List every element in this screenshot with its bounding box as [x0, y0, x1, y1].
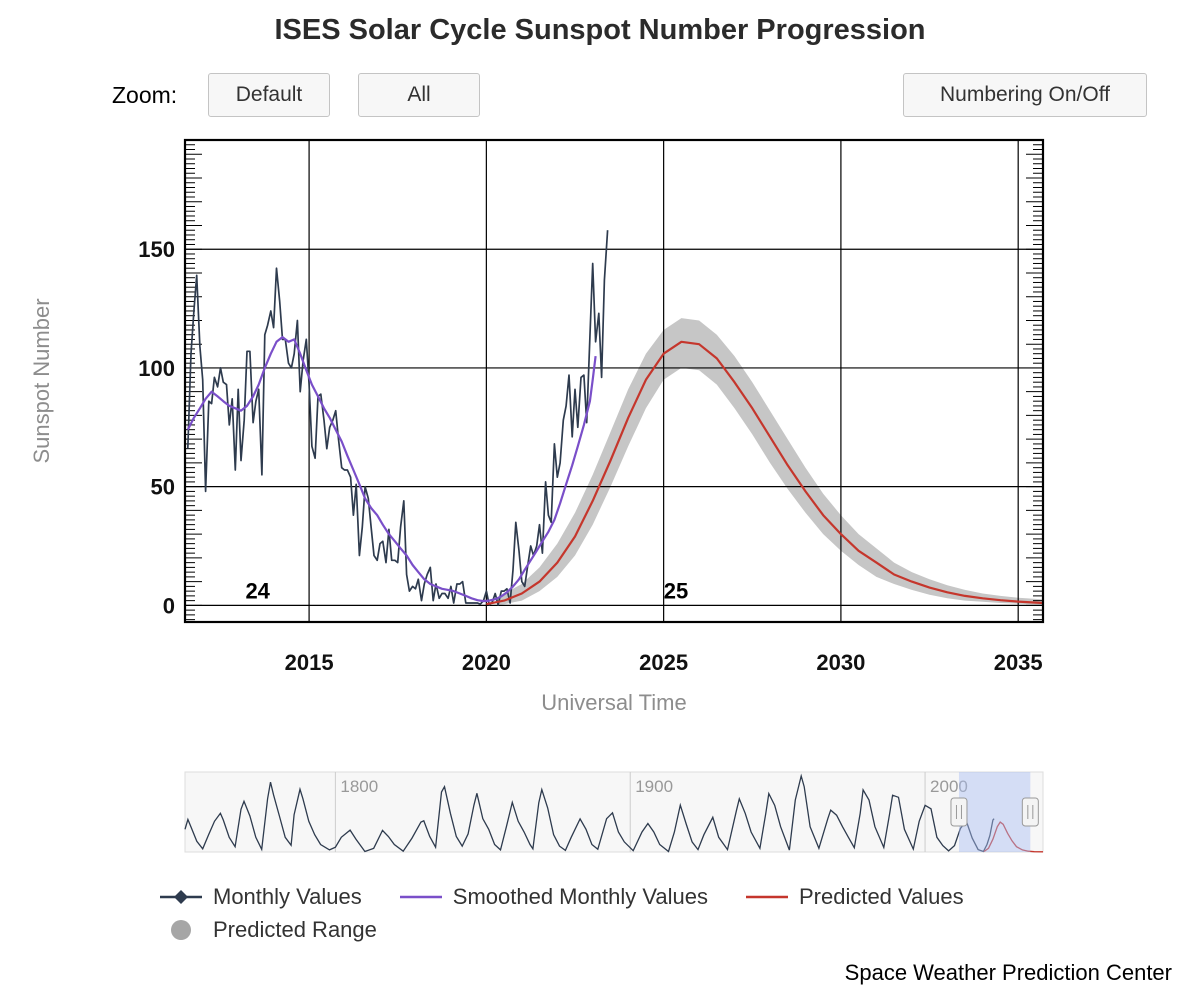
zoom-default-button[interactable]: Default [208, 73, 330, 117]
svg-text:2030: 2030 [816, 650, 865, 675]
navigator-background[interactable] [184, 771, 1044, 853]
monthly-series-marker-icon [160, 890, 202, 904]
legend-label-monthly: Monthly Values [213, 884, 362, 909]
legend: Monthly Values Smoothed Monthly Values P… [158, 884, 964, 950]
svg-text:2035: 2035 [994, 650, 1043, 675]
legend-item-monthly[interactable]: Monthly Values [158, 884, 362, 910]
credit-text: Space Weather Prediction Center [844, 960, 1172, 985]
page-title: ISES Solar Cycle Sunspot Number Progress… [274, 14, 926, 46]
svg-text:150: 150 [138, 237, 175, 262]
x-axis-title: Universal Time [541, 690, 687, 715]
legend-row-2: Predicted Range [158, 917, 964, 943]
legend-label-smoothed: Smoothed Monthly Values [452, 884, 708, 909]
legend-item-smoothed[interactable]: Smoothed Monthly Values [398, 884, 708, 910]
smoothed-series-marker-icon [399, 895, 442, 899]
navigator-historical-series [184, 773, 995, 853]
numbering-toggle-button[interactable]: Numbering On/Off [903, 73, 1147, 117]
predicted-series-marker-icon [745, 895, 788, 899]
navigator-predicted-series [983, 821, 1044, 853]
cycle-label-24: 24 [245, 578, 270, 603]
legend-label-predicted: Predicted Values [798, 884, 964, 909]
cycle-label-25: 25 [664, 578, 688, 603]
svg-text:2025: 2025 [639, 650, 688, 675]
navigator-left-handle[interactable] [950, 797, 968, 827]
legend-label-range: Predicted Range [213, 917, 377, 942]
svg-text:1900: 1900 [635, 777, 673, 796]
navigator-selection[interactable] [958, 772, 1031, 852]
legend-item-range[interactable]: Predicted Range [158, 917, 377, 943]
legend-row-1: Monthly Values Smoothed Monthly Values P… [158, 884, 964, 910]
y-axis-title: Sunspot Number [29, 298, 54, 464]
predicted-range-band [497, 318, 1043, 605]
predicted-range-marker-icon [171, 920, 191, 940]
svg-text:50: 50 [151, 475, 175, 500]
zoom-label: Zoom: [112, 82, 178, 108]
zoom-all-button[interactable]: All [358, 73, 480, 117]
navigator-right-handle[interactable] [1021, 797, 1039, 827]
svg-text:2015: 2015 [285, 650, 334, 675]
series-smoothed-monthly-values [186, 336, 597, 603]
series-predicted-values [486, 340, 1044, 606]
plot-border [183, 138, 1045, 624]
svg-text:100: 100 [138, 356, 175, 381]
series-monthly-values [186, 230, 609, 606]
legend-item-predicted[interactable]: Predicted Values [744, 884, 964, 910]
svg-text:0: 0 [163, 593, 175, 618]
svg-text:2000: 2000 [930, 777, 968, 796]
svg-text:2020: 2020 [462, 650, 511, 675]
svg-text:1800: 1800 [340, 777, 378, 796]
